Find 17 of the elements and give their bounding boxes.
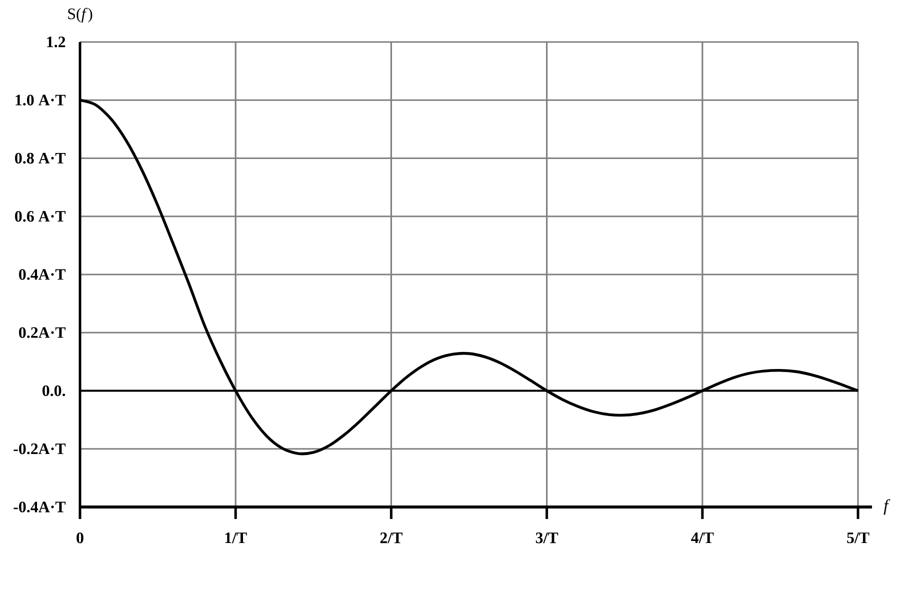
x-tick-label: 0 <box>76 532 84 544</box>
x-tick-label: 1/T <box>225 532 247 544</box>
y-axis-title: S(f) <box>68 8 92 22</box>
y-tick-label: 0.0. <box>42 385 66 396</box>
x-tick-label: 4/T <box>691 532 714 544</box>
y-tick-label: 0.2A·T <box>19 327 66 338</box>
y-tick-label: -0.4A·T <box>14 502 66 512</box>
y-tick-label: 0.8 A·T <box>15 152 66 164</box>
y-tick-label: 0.4A·T <box>19 269 66 280</box>
x-tick-label: 3/T <box>536 532 558 544</box>
y-tick-label: -0.2A·T <box>14 443 66 454</box>
y-tick-label: 0.6 A·T <box>15 210 66 222</box>
y-tick-label: 1.0 A·T <box>16 94 66 106</box>
y-tick-label: 1.2 <box>47 36 66 48</box>
x-axis-title: f <box>884 499 890 515</box>
x-tick-label: 2/T <box>380 532 402 544</box>
x-tick-label: 5/T <box>847 532 870 544</box>
